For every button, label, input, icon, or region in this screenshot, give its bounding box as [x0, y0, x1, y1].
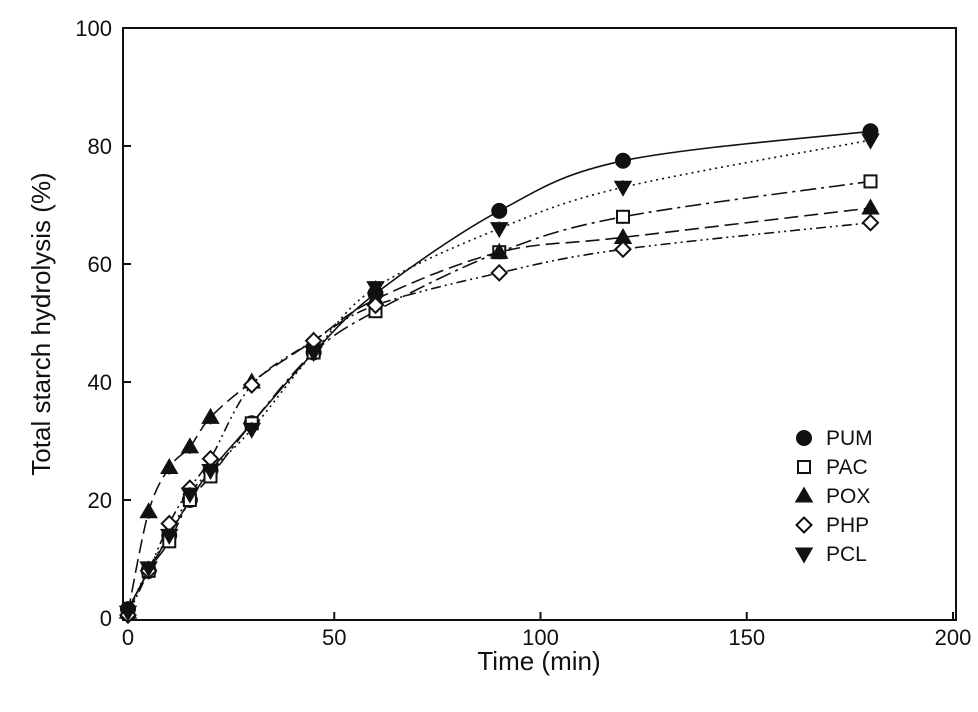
data-point-pcl	[490, 222, 509, 239]
legend-label-pox: POX	[826, 485, 870, 508]
data-point-pcl	[861, 133, 880, 150]
data-point-php	[242, 376, 261, 394]
series-line-pac	[127, 180, 871, 613]
series-line-php	[127, 221, 871, 616]
data-point-php	[366, 296, 385, 315]
data-point-pox	[490, 242, 509, 259]
legend-label-php: PHP	[826, 514, 869, 537]
data-point-pcl	[118, 605, 138, 622]
data-point-pum	[491, 202, 508, 219]
data-point-pox	[139, 502, 158, 519]
data-point-pum	[615, 152, 631, 169]
x-tick-label: 50	[322, 625, 346, 650]
data-point-pcl	[160, 528, 179, 545]
y-tick-label: 40	[88, 370, 112, 395]
data-point-pac	[616, 209, 630, 224]
legend-marker-pox	[794, 486, 814, 503]
legend-label-pac: PAC	[826, 456, 868, 479]
x-tick-label: 100	[522, 625, 559, 650]
legend-label-pum: PUM	[826, 427, 873, 450]
legend-label-pcl: PCL	[826, 543, 867, 566]
data-point-pcl	[139, 561, 158, 578]
data-point-pcl	[366, 281, 385, 298]
data-point-pox	[861, 198, 880, 215]
data-point-pox	[160, 458, 179, 475]
data-point-pac	[863, 174, 878, 189]
data-point-php	[490, 263, 509, 282]
y-axis-ticks: 0 20 40 60 80 100	[75, 16, 131, 631]
legend-marker-pcl	[794, 547, 814, 564]
x-axis-ticks: 0 50 100 150 200	[122, 612, 971, 650]
y-tick-label: 0	[100, 606, 112, 631]
data-point-php	[861, 213, 880, 232]
y-tick-label: 80	[88, 134, 112, 159]
data-point-pox	[201, 407, 220, 424]
y-axis-label: Total starch hydrolysis (%)	[26, 172, 56, 475]
data-point-pox	[180, 437, 200, 454]
data-point-pcl	[304, 346, 323, 363]
x-tick-label: 200	[935, 625, 972, 650]
legend: PUM PAC POX PHP PCL	[794, 427, 873, 566]
series-markers	[118, 123, 880, 624]
data-point-php	[614, 240, 632, 259]
data-point-pcl	[613, 180, 633, 197]
x-tick-label: 150	[728, 625, 765, 650]
y-tick-label: 60	[88, 252, 112, 277]
x-axis-label: Time (min)	[477, 646, 600, 676]
legend-marker-php	[795, 516, 813, 534]
y-tick-label: 20	[88, 488, 112, 513]
data-point-pcl	[201, 464, 220, 481]
x-tick-label: 0	[122, 625, 134, 650]
legend-marker-pac	[797, 460, 811, 474]
legend-marker-pum	[796, 430, 812, 446]
data-point-pcl	[242, 422, 261, 439]
data-point-pcl	[180, 487, 200, 504]
y-tick-label: 100	[75, 16, 112, 41]
